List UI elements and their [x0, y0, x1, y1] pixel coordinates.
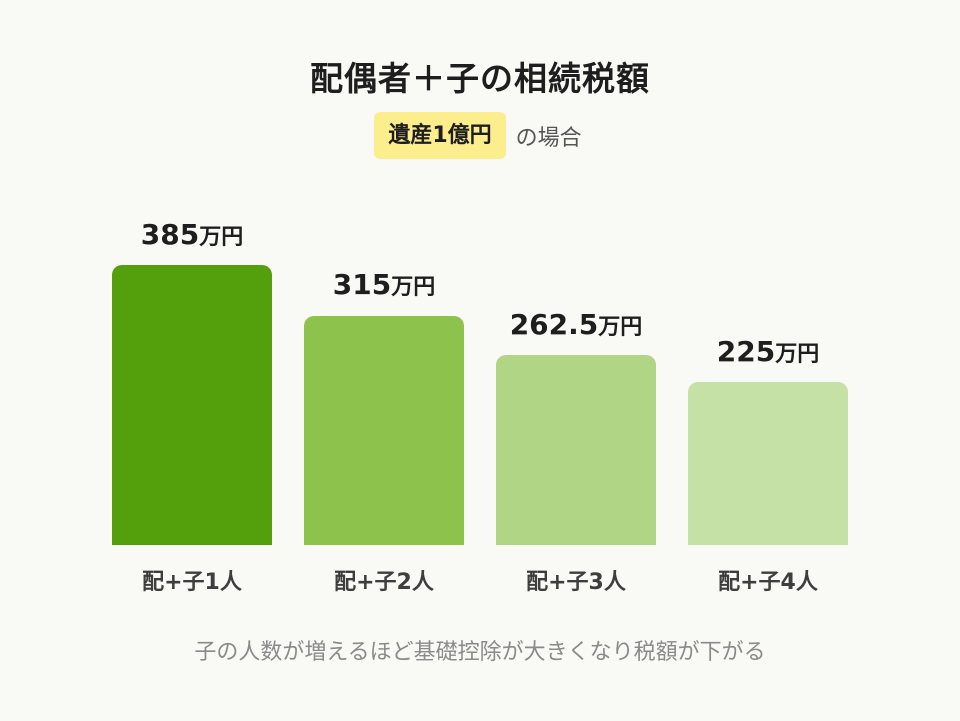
bar-2 — [304, 316, 464, 545]
bar-label-1: 配+子1人 — [142, 570, 242, 595]
estate-amount-badge: 遺産1億円 — [374, 112, 506, 159]
bar-value-3: 262.5万円 — [509, 308, 643, 341]
bar-label-4: 配+子4人 — [718, 570, 818, 595]
bar-value-2: 315万円 — [332, 268, 436, 301]
bar-label-3: 配+子3人 — [526, 570, 626, 595]
bar-1 — [112, 265, 272, 545]
bar-4 — [688, 382, 848, 545]
chart-title: 配偶者＋子の相続税額 — [310, 59, 650, 98]
chart-subtitle: 遺産1億円 の場合 — [0, 112, 960, 159]
bar-value-4: 225万円 — [716, 335, 820, 368]
bar-value-1: 385万円 — [140, 218, 244, 251]
bar-label-2: 配+子2人 — [334, 570, 434, 595]
footnote: 子の人数が増えるほど基礎控除が大きくなり税額が下がる — [194, 640, 766, 665]
subtitle-suffix: の場合 — [515, 125, 582, 151]
bar-3 — [496, 355, 656, 545]
